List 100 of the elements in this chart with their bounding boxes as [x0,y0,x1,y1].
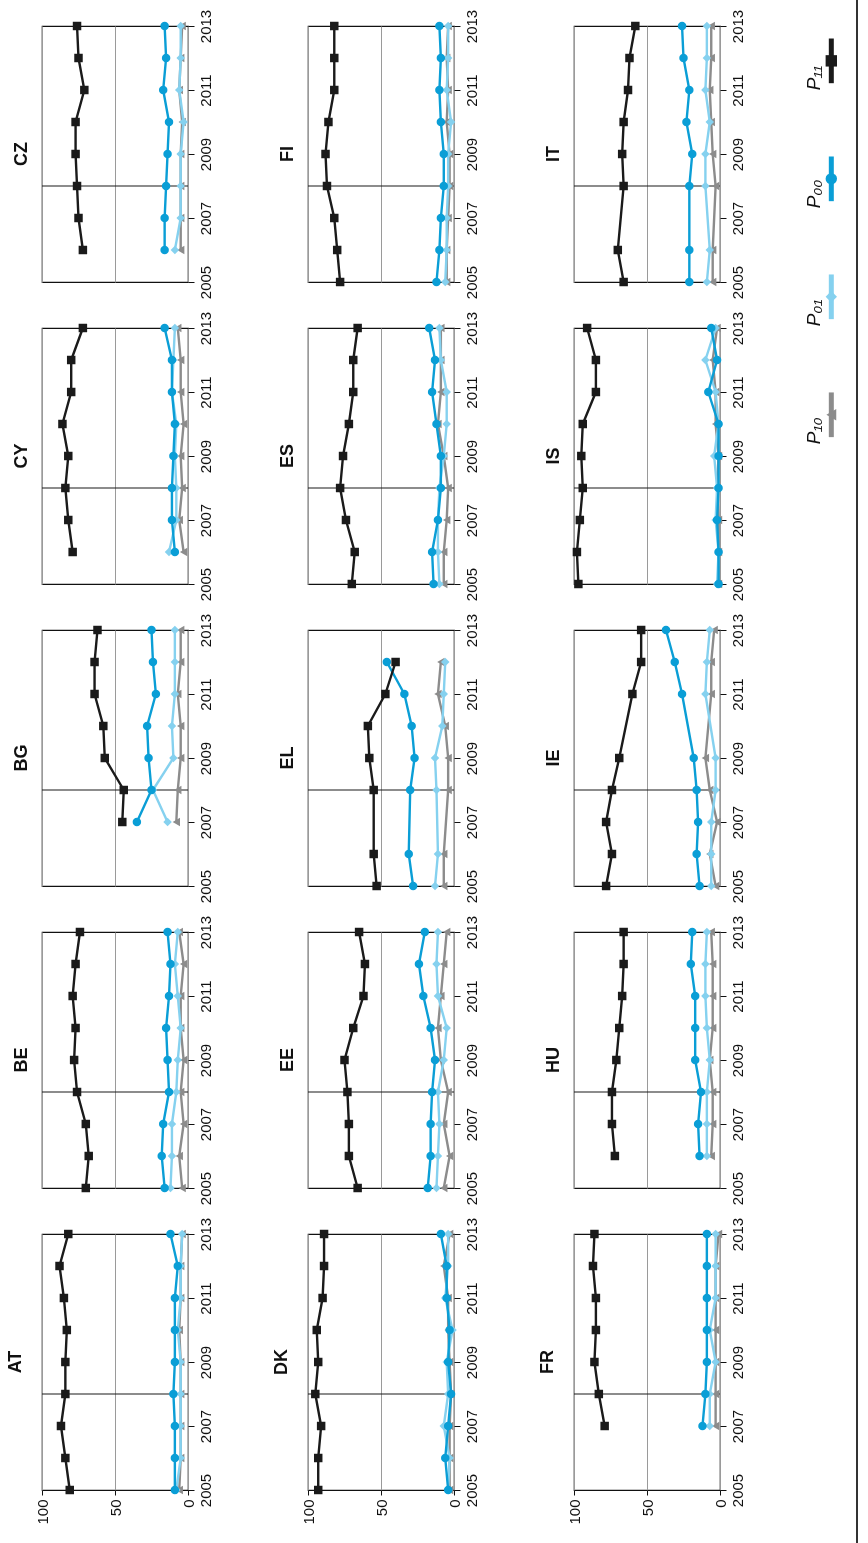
y-tick-label: 2005 [462,1473,480,1508]
legend-label: P₀₁ [802,299,824,327]
y-tick-label: 2005 [728,1473,746,1508]
y-tick-label: 2011 [196,678,214,711]
text: AT [5,1350,25,1374]
y-tick-label: 2007 [196,201,214,236]
text: IT [543,146,564,162]
y-tick-label: 2005 [196,869,214,904]
y-tick-label: 2009 [728,1345,746,1380]
y-tick-label: 2011 [728,376,746,409]
y-tick-label: 2005 [728,1171,746,1206]
x-tick-label: 0 [179,1499,197,1508]
y-tick-label: 2013 [462,915,480,950]
y-tick-label: 2007 [728,503,746,538]
y-tick-label: 2009 [462,439,480,474]
y-tick-label: 2009 [728,741,746,776]
y-tick-label: 2013 [728,311,746,346]
y-tick-label: 2005 [196,1171,214,1206]
text: EE [277,1047,298,1073]
text: FI [277,146,298,162]
text: IS [542,447,563,465]
y-tick-label: 2009 [728,439,746,474]
text: CY [11,443,32,469]
y-tick-label: 2009 [196,1043,214,1078]
y-tick-label: 2009 [462,741,480,776]
text: FR [537,1350,557,1374]
y-tick-label: 2007 [728,201,746,236]
y-tick-label: 2011 [728,1282,746,1315]
legend-label: P₁₀ [802,417,824,445]
text: BG [11,744,32,772]
y-tick-label: 2005 [196,265,214,300]
y-tick-label: 2011 [728,678,746,711]
y-tick-label: 2005 [196,567,214,602]
y-tick-label: 2011 [728,980,746,1013]
y-tick-label: 2013 [196,9,214,44]
text: IE [543,749,564,767]
y-tick-label: 2005 [728,869,746,904]
y-tick-label: 2013 [196,311,214,346]
x-tick-label: 50 [106,1499,124,1517]
y-tick-label: 2007 [462,503,480,538]
y-tick-label: 2005 [196,1473,214,1508]
y-tick-label: 2009 [462,1043,480,1078]
y-tick-label: 2013 [196,915,214,950]
y-tick-label: 2005 [462,1171,480,1206]
y-tick-label: 2011 [462,376,480,409]
y-tick-label: 2011 [462,74,480,107]
y-tick-label: 2013 [728,1217,746,1252]
legend-label: P₀₀ [802,179,824,209]
x-tick-label: 100 [299,1499,317,1525]
y-tick-label: 2013 [196,613,214,648]
y-tick-label: 2007 [728,805,746,840]
y-tick-label: 2013 [462,9,480,44]
y-tick-label: 2013 [728,9,746,44]
y-tick-label: 2013 [462,1217,480,1252]
y-tick-label: 2009 [462,1345,480,1380]
y-tick-label: 2013 [728,915,746,950]
y-tick-label: 2007 [462,1107,480,1142]
text: ES [277,443,298,469]
y-tick-label: 2007 [196,1107,214,1142]
x-tick-label: 100 [565,1499,583,1525]
y-tick-label: 2011 [196,980,214,1013]
y-tick-label: 2009 [196,439,214,474]
y-tick-label: 2005 [728,567,746,602]
y-tick-label: 2013 [196,1217,214,1252]
y-tick-label: 2013 [728,613,746,648]
x-tick-label: 0 [711,1499,729,1508]
y-tick-label: 2009 [196,137,214,172]
text: BE [11,1047,32,1073]
y-tick-label: 2007 [196,805,214,840]
y-tick-label: 2007 [196,1409,214,1444]
x-tick-label: 50 [372,1499,390,1517]
y-tick-label: 2013 [462,613,480,648]
y-tick-label: 2007 [728,1409,746,1444]
y-tick-label: 2005 [462,265,480,300]
text: HU [543,1047,564,1073]
y-tick-label: 2011 [196,1282,214,1315]
y-tick-label: 2007 [196,503,214,538]
y-tick-label: 2013 [462,311,480,346]
y-tick-label: 2005 [462,567,480,602]
text: DK [271,1349,291,1375]
y-tick-label: 2005 [462,869,480,904]
y-tick-label: 2011 [462,1282,480,1315]
y-tick-label: 2007 [462,201,480,236]
y-tick-label: 2009 [196,741,214,776]
y-tick-label: 2011 [196,376,214,409]
text: CZ [11,142,32,166]
y-tick-label: 2009 [462,137,480,172]
y-tick-label: 2007 [462,1409,480,1444]
y-tick-label: 2011 [196,74,214,107]
y-tick-label: 2011 [728,74,746,107]
y-tick-label: 2011 [462,678,480,711]
y-tick-label: 2011 [462,980,480,1013]
y-tick-label: 2009 [728,1043,746,1078]
legend-label: P₁₁ [802,65,824,91]
y-tick-label: 2009 [196,1345,214,1380]
text: EL [277,746,298,770]
y-tick-label: 2009 [728,137,746,172]
x-tick-label: 100 [33,1499,51,1525]
y-tick-label: 2007 [728,1107,746,1142]
y-tick-label: 2007 [462,805,480,840]
